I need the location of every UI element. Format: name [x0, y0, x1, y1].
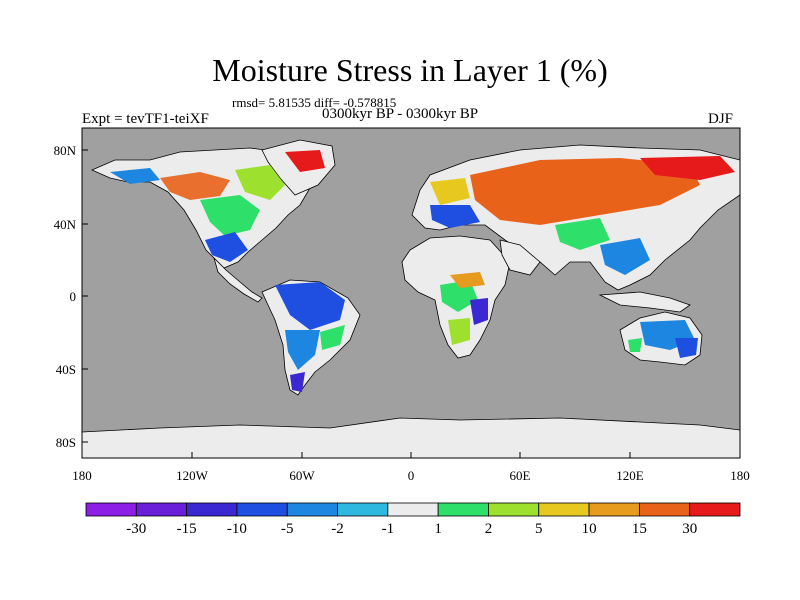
lat-label-40s: 40S: [56, 362, 76, 377]
colorbar-label-2: -10: [227, 521, 247, 537]
patch-africa-yellowgreen: [448, 318, 470, 345]
lon-label-120e: 120E: [616, 468, 644, 483]
season-label: DJF: [708, 111, 734, 127]
patch-australia-darkblue: [675, 338, 698, 358]
colorbar-bin-7: [437, 502, 489, 517]
lon-label-180e: 180: [730, 468, 750, 483]
colorbar-bin-9: [538, 502, 590, 517]
patch-eurasia-lightblue: [600, 238, 650, 275]
antarctica-landmass: [82, 417, 740, 458]
experiment-label: Expt = tevTF1-teiXF: [82, 111, 209, 127]
patch-sa-blue: [275, 282, 345, 330]
arabia-landmass: [499, 239, 541, 276]
period-label: 0300kyr BP - 0300kyr BP: [322, 106, 479, 122]
colorbar-label-8: 5: [535, 521, 543, 537]
colorbar-label-4: -2: [331, 521, 344, 537]
colorbar-label-0: -30: [126, 521, 146, 537]
longitude-axis: 180 120W 60W 0 60E 120E 180: [72, 452, 750, 483]
southeast-asia-islands: [598, 291, 691, 313]
latitude-axis: 80N 40N 0 40S 80S: [54, 143, 88, 450]
patch-na-blue: [205, 232, 248, 262]
patch-eurasia-orange: [470, 158, 700, 225]
patch-na-lightblue: [110, 168, 160, 184]
patch-africa-orange: [450, 272, 485, 288]
lat-label-0: 0: [70, 289, 77, 304]
lon-label-60e: 60E: [510, 468, 531, 483]
central-america-landmass: [213, 256, 263, 303]
colorbar-label-10: 15: [632, 521, 647, 537]
colorbar-bin-12: [689, 502, 741, 517]
colorbar-bin-4: [286, 502, 338, 517]
patch-africa-blue: [470, 298, 488, 325]
patch-sa-darkblue: [290, 372, 305, 392]
colorbar-bin-10: [588, 502, 640, 517]
lon-label-120w: 120W: [176, 468, 209, 483]
patch-sa-green: [320, 325, 345, 350]
patch-sa-lightblue: [285, 330, 320, 370]
patch-eurasia-green: [555, 218, 610, 250]
stats-line: rmsd= 5.81535 diff= -0.578815: [232, 95, 397, 110]
patch-greenland-red: [285, 150, 325, 172]
colorbar-label-6: 1: [434, 521, 442, 537]
colorbar-label-11: 30: [682, 521, 697, 537]
patch-na-orange: [160, 172, 230, 200]
patch-na-yellow: [235, 165, 285, 200]
colorbar-label-5: -1: [382, 521, 395, 537]
colorbar-bin-11: [638, 502, 691, 517]
patch-eurasia-red: [640, 156, 735, 180]
colorbar-bin-5: [337, 502, 389, 517]
colorbar-label-9: 10: [582, 521, 597, 537]
colorbar-bin-0: [85, 502, 137, 517]
patch-eurasia-blue: [430, 205, 480, 228]
patch-africa-green: [440, 280, 478, 312]
patch-australia-green: [628, 338, 642, 352]
lon-label-180w: 180: [72, 468, 92, 483]
lat-label-40n: 40N: [54, 217, 77, 232]
map-title: Moisture Stress in Layer 1 (%): [212, 52, 608, 88]
lat-label-80n: 80N: [54, 143, 77, 158]
patch-eurasia-yellow: [430, 178, 470, 205]
colorbar-bin-6: [387, 502, 439, 517]
colorbar-label-7: 2: [485, 521, 493, 537]
colorbar-labels: -30 -15 -10 -5 -2 -1 1 2 5 10 15 30: [126, 521, 697, 537]
colorbar-bin-3: [236, 502, 288, 517]
colorbar: [85, 502, 741, 517]
map-area: [82, 128, 740, 458]
lon-label-60w: 60W: [289, 468, 315, 483]
colorbar-label-3: -5: [281, 521, 294, 537]
colorbar-bin-1: [135, 502, 188, 517]
patch-na-green: [200, 195, 260, 236]
lat-label-80s: 80S: [56, 435, 76, 450]
colorbar-bin-8: [488, 502, 540, 517]
colorbar-bin-2: [186, 502, 238, 517]
lon-label-0: 0: [408, 468, 415, 483]
colorbar-label-1: -15: [177, 521, 197, 537]
